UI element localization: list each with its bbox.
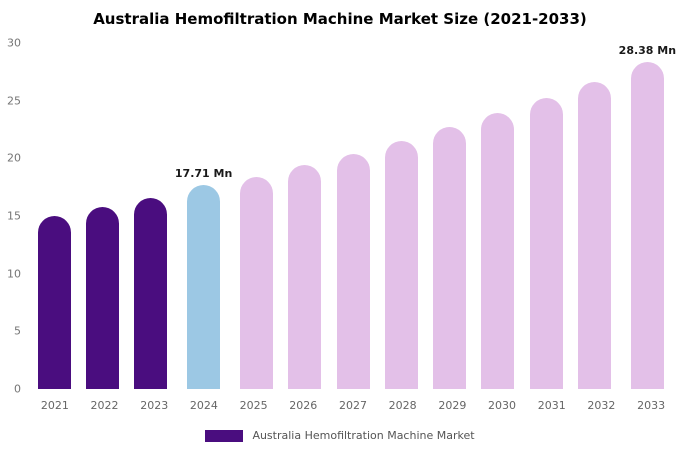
x-tick-label: 2023: [140, 399, 169, 412]
bar-slot: [522, 43, 570, 389]
bar-2027: [336, 153, 370, 389]
y-tick-label: 20: [7, 151, 21, 165]
y-tick-label: 25: [7, 94, 21, 108]
bar-slot: [30, 43, 78, 389]
plot-area: 17.71 Mn 28.38 Mn: [30, 43, 676, 389]
bar-slot: [281, 43, 329, 389]
x-tick-label: 2022: [90, 399, 119, 412]
bar-slot: [377, 43, 425, 389]
x-tick-label: 2030: [488, 399, 517, 412]
legend-label: Australia Hemofiltration Machine Market: [252, 429, 475, 442]
bar-2028: [384, 141, 418, 389]
chart-title: Australia Hemofiltration Machine Market …: [93, 10, 587, 28]
bar-2022: [85, 206, 119, 389]
bar-2026: [288, 165, 322, 389]
x-tick-label: 2029: [438, 399, 467, 412]
x-tick-label: 2031: [537, 399, 566, 412]
bar-2025: [239, 176, 273, 389]
bar-2031: [529, 98, 563, 389]
x-tick-label: 2032: [587, 399, 616, 412]
bar-2021: [37, 216, 71, 389]
x-axis: 2021 2022 2023 2024 2025 2026 2027 2028 2029 2030…: [30, 399, 676, 412]
y-tick-label: 30: [7, 36, 21, 50]
y-tick-label: 15: [7, 209, 21, 223]
bar-2023: [134, 197, 168, 389]
bar-value-label: 17.71 Mn: [174, 166, 233, 180]
bar-slot: [329, 43, 377, 389]
x-tick-label: 2027: [338, 399, 367, 412]
y-tick-label: 0: [14, 382, 21, 396]
y-tick-label: 10: [7, 267, 21, 281]
bar-slot: 28.38 Mn: [619, 43, 676, 389]
x-tick-label: 2026: [289, 399, 318, 412]
bar-2029: [433, 127, 467, 389]
bar-2024: [187, 184, 221, 389]
bar-slot: [78, 43, 126, 389]
x-tick-label: 2021: [40, 399, 69, 412]
x-tick-label: 2024: [189, 399, 218, 412]
bar-slot: [232, 43, 280, 389]
bar-2033: [630, 61, 664, 389]
legend-swatch: [205, 429, 244, 442]
bar-slot: [127, 43, 175, 389]
y-tick-label: 5: [14, 324, 21, 338]
bar-value-label: 28.38 Mn: [618, 43, 677, 57]
bar-slot: [474, 43, 522, 389]
bar-slot: [425, 43, 473, 389]
x-tick-label: 2028: [388, 399, 417, 412]
bar-slot: [570, 43, 618, 389]
bar-2032: [578, 82, 612, 389]
bar-2030: [481, 113, 515, 389]
y-axis: 0 5 10 15 20 25 30: [0, 38, 26, 395]
bar-slot: 17.71 Mn: [175, 43, 232, 389]
legend: Australia Hemofiltration Machine Market: [0, 429, 680, 442]
x-tick-label: 2033: [637, 399, 666, 412]
x-tick-label: 2025: [239, 399, 268, 412]
bars: 17.71 Mn 28.38 Mn: [30, 43, 676, 389]
